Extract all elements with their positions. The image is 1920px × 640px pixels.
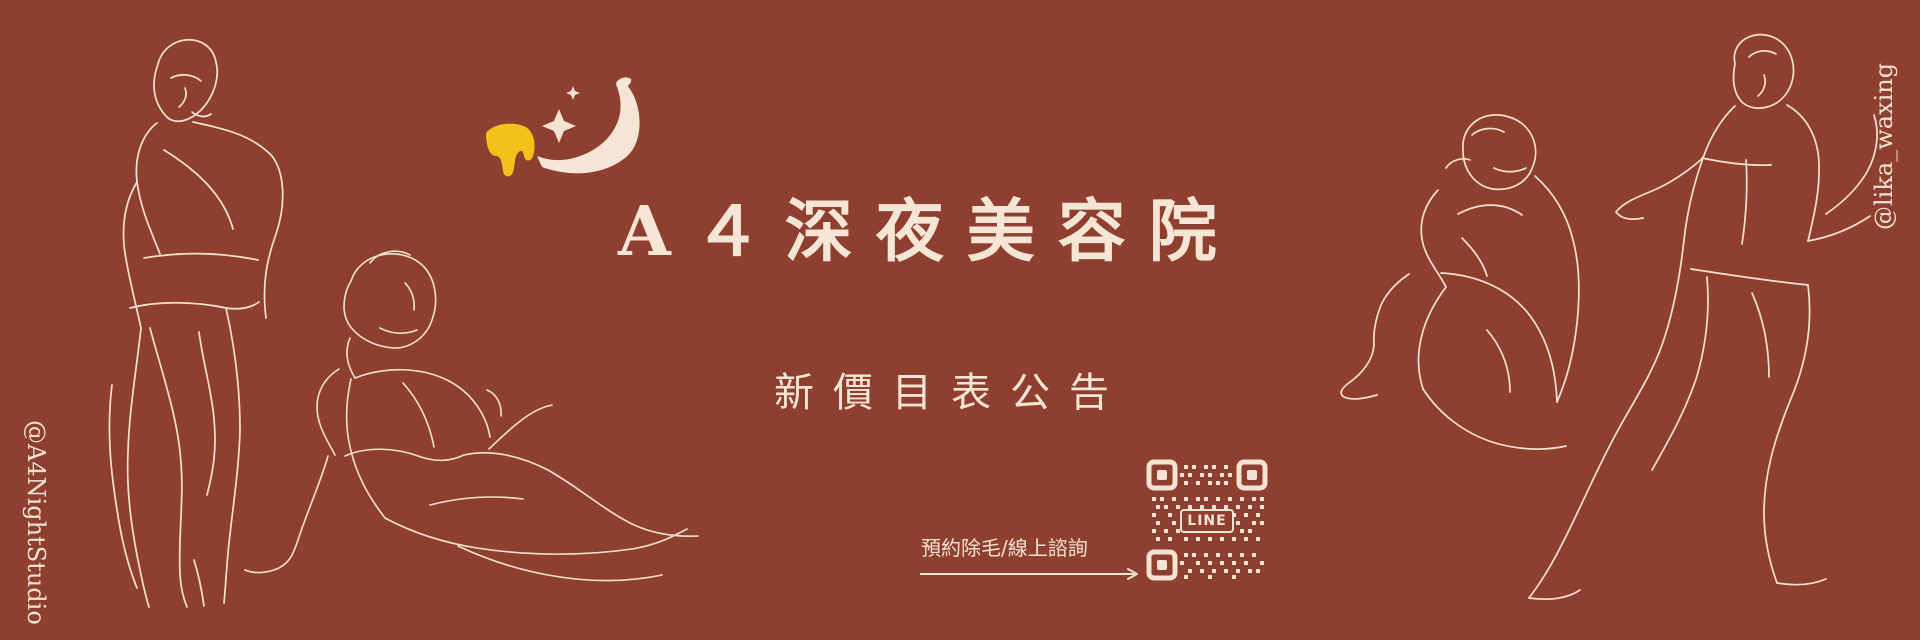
honey-drip [486, 123, 535, 177]
page-title: A４深夜美容院 [618, 192, 1240, 272]
right-social-handle: @lika_waxing [1870, 62, 1898, 230]
line-badge: LINE [1180, 509, 1234, 533]
qr-code-icon[interactable] [1145, 458, 1269, 582]
banana-shape [537, 80, 640, 174]
left-social-handle: @A4NightStudio [22, 420, 50, 625]
banana-honey-icon [486, 77, 640, 177]
sparkle-icon [542, 109, 576, 143]
booking-label: 預約除毛/線上諮詢 [921, 536, 1088, 560]
banana-stem [617, 77, 632, 88]
announcement-subtitle: 新價目表公告 [774, 370, 1128, 416]
small-sparkle-icon [566, 86, 580, 100]
arrow-right-icon [920, 568, 1138, 580]
